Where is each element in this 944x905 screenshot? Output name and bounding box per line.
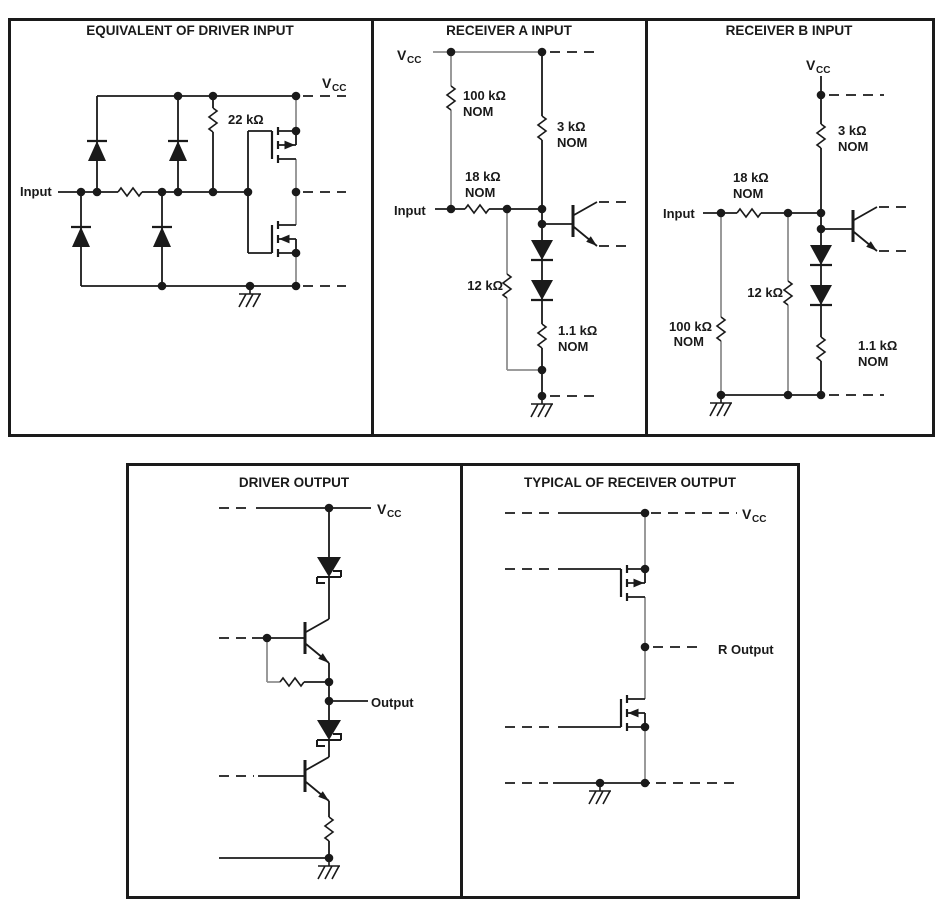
vcc-subscript: CC xyxy=(332,83,346,94)
resistor-icon-100k xyxy=(446,85,456,111)
r-output-label: R Output xyxy=(718,642,774,657)
vcc-label: V xyxy=(742,506,752,522)
panel3-title: RECEIVER B INPUT xyxy=(726,23,854,38)
resistor-label-100k-nom: NOM xyxy=(674,334,704,349)
resistor-icon-22k xyxy=(208,107,218,133)
resistor-label-3k: 3 kΩ xyxy=(557,119,586,134)
diode-icon xyxy=(166,139,190,163)
vcc-subscript: CC xyxy=(387,509,401,520)
resistor-label-100k-nom: NOM xyxy=(463,104,493,119)
panel-typical-receiver-output: TYPICAL OF RECEIVER OUTPUT V CC R Output xyxy=(505,475,774,805)
resistor-icon-3k xyxy=(816,123,826,149)
resistor-icon-3k xyxy=(537,115,547,141)
vcc-subscript: CC xyxy=(816,65,830,76)
panel-driver-output: DRIVER OUTPUT V CC Output xyxy=(219,475,414,880)
resistor-icon-1-1k xyxy=(537,323,547,349)
resistor-icon xyxy=(117,187,143,197)
p5-wires xyxy=(553,512,650,784)
p1-junction-dots xyxy=(76,91,301,291)
panel-receiver-a-input: RECEIVER A INPUT V CC 100 kΩ NOM 3 kΩ NO… xyxy=(394,23,631,418)
vcc-label: V xyxy=(322,75,332,91)
npn-transistor-icon xyxy=(303,617,331,665)
p2-gray-wires xyxy=(433,51,542,371)
p4-dashed-wires xyxy=(219,507,254,777)
resistor-label-100k: 100 kΩ xyxy=(463,88,506,103)
resistor-icon xyxy=(279,677,305,687)
panel2-title: RECEIVER A INPUT xyxy=(446,23,573,38)
p3-junction-dots xyxy=(716,90,826,400)
resistor-icon-100k xyxy=(716,316,726,342)
panel4-title: DRIVER OUTPUT xyxy=(239,475,350,490)
resistor-icon xyxy=(324,816,334,842)
diode-icon xyxy=(69,225,93,249)
resistor-label-18k-nom: NOM xyxy=(733,186,763,201)
top-frame-dividers xyxy=(371,19,648,436)
resistor-label-1-1k: 1.1 kΩ xyxy=(558,323,597,338)
diode-icon xyxy=(150,225,174,249)
resistor-label-18k-nom: NOM xyxy=(465,185,495,200)
resistor-icon-18k xyxy=(736,208,762,218)
resistor-label-18k: 18 kΩ xyxy=(465,169,501,184)
p4-gray-wires xyxy=(266,638,280,683)
p3-gray-wires xyxy=(720,213,789,395)
resistor-icon-12k xyxy=(502,273,512,299)
resistor-icon-1-1k xyxy=(816,336,826,362)
resistor-icon-12k xyxy=(783,280,793,306)
resistor-label-1-1k: 1.1 kΩ xyxy=(858,338,897,353)
p2-wires xyxy=(435,52,573,396)
p5-dashed-wires xyxy=(505,512,737,784)
resistor-label-18k: 18 kΩ xyxy=(733,170,769,185)
p4-wires xyxy=(219,507,371,859)
input-label: Input xyxy=(20,184,52,199)
panel-equivalent-driver-input: EQUIVALENT OF DRIVER INPUT V CC Input 22… xyxy=(20,23,346,308)
resistor-label-22k: 22 kΩ xyxy=(228,112,264,127)
resistor-label-12k: 12 kΩ xyxy=(467,278,503,293)
diode-icon xyxy=(85,139,109,163)
top-frame xyxy=(8,18,935,437)
p2-dashed-wires xyxy=(550,51,631,397)
resistor-label-1-1k-nom: NOM xyxy=(858,354,888,369)
resistor-icon-18k xyxy=(464,204,490,214)
vcc-label: V xyxy=(806,57,816,73)
diode-icon xyxy=(529,238,555,262)
diode-icon xyxy=(808,243,834,267)
panel5-title: TYPICAL OF RECEIVER OUTPUT xyxy=(524,475,737,490)
p3-wires xyxy=(703,76,853,396)
npn-transistor-icon xyxy=(303,755,331,803)
resistor-label-100k: 100 kΩ xyxy=(669,319,712,334)
p1-dashed-wires xyxy=(303,95,346,287)
input-label: Input xyxy=(663,206,695,221)
output-label: Output xyxy=(371,695,414,710)
vcc-label: V xyxy=(397,47,407,63)
diode-icon xyxy=(808,283,834,307)
panel1-title: EQUIVALENT OF DRIVER INPUT xyxy=(86,23,294,38)
resistor-label-3k-nom: NOM xyxy=(557,135,587,150)
input-label: Input xyxy=(394,203,426,218)
resistor-label-3k: 3 kΩ xyxy=(838,123,867,138)
p5-junction-dots xyxy=(595,508,650,788)
vcc-label: V xyxy=(377,501,387,517)
npn-transistor-icon xyxy=(851,205,879,253)
resistor-label-1-1k-nom: NOM xyxy=(558,339,588,354)
resistor-label-3k-nom: NOM xyxy=(838,139,868,154)
diode-icon xyxy=(529,278,555,302)
npn-transistor-icon xyxy=(571,200,599,248)
resistor-label-12k: 12 kΩ xyxy=(747,285,783,300)
vcc-subscript: CC xyxy=(752,514,766,525)
panel-receiver-b-input: RECEIVER B INPUT V CC 3 kΩ NOM 18 kΩ NOM… xyxy=(663,23,906,417)
vcc-subscript: CC xyxy=(407,55,421,66)
